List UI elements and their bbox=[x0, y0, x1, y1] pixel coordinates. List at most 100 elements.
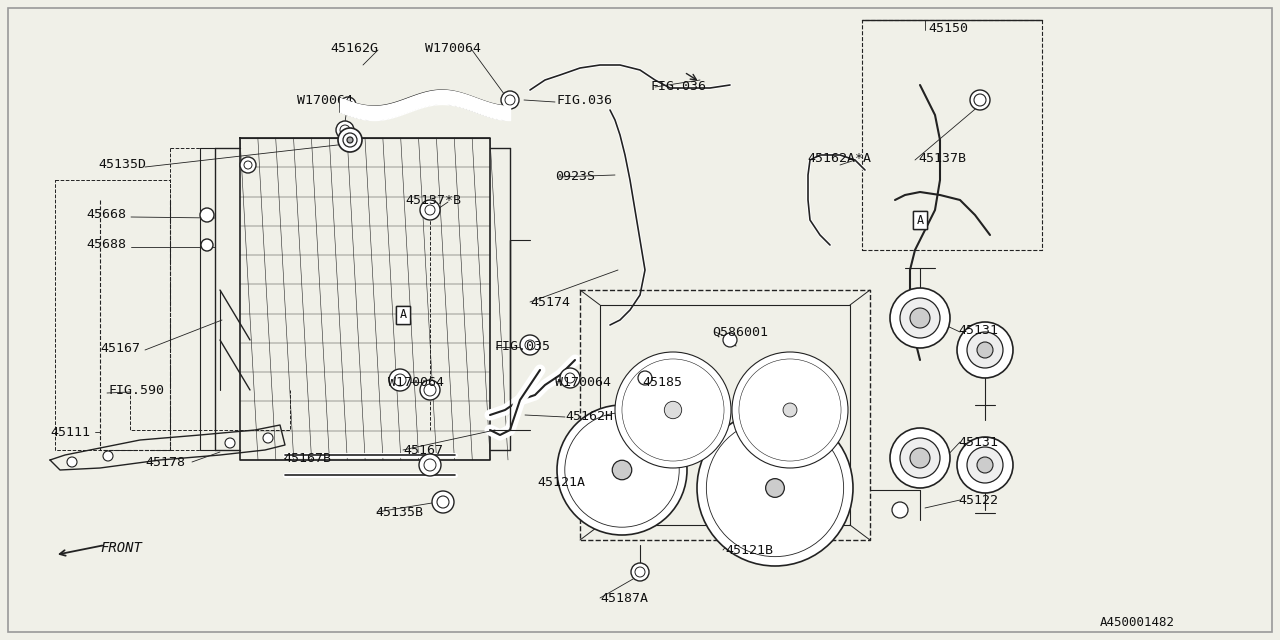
Circle shape bbox=[977, 342, 993, 358]
Text: 45668: 45668 bbox=[86, 209, 125, 221]
Circle shape bbox=[340, 97, 356, 113]
Text: 45135B: 45135B bbox=[375, 506, 422, 518]
Text: FIG.036: FIG.036 bbox=[556, 93, 612, 106]
Circle shape bbox=[225, 438, 236, 448]
Circle shape bbox=[262, 433, 273, 443]
Circle shape bbox=[664, 401, 682, 419]
Circle shape bbox=[622, 359, 724, 461]
Circle shape bbox=[338, 128, 362, 152]
Circle shape bbox=[561, 368, 580, 388]
Circle shape bbox=[957, 322, 1012, 378]
Text: A450001482: A450001482 bbox=[1100, 616, 1175, 628]
Text: 45111: 45111 bbox=[50, 426, 90, 438]
Circle shape bbox=[525, 340, 535, 350]
Text: W170064: W170064 bbox=[556, 376, 611, 388]
Circle shape bbox=[723, 333, 737, 347]
Circle shape bbox=[343, 133, 357, 147]
Text: A: A bbox=[399, 308, 407, 321]
Circle shape bbox=[637, 371, 652, 385]
Circle shape bbox=[394, 374, 406, 386]
Text: FIG.035: FIG.035 bbox=[495, 340, 550, 353]
Text: 45187A: 45187A bbox=[600, 591, 648, 605]
Circle shape bbox=[966, 447, 1004, 483]
Text: 45688: 45688 bbox=[86, 239, 125, 252]
Circle shape bbox=[420, 380, 440, 400]
Circle shape bbox=[910, 308, 931, 328]
Circle shape bbox=[890, 288, 950, 348]
Circle shape bbox=[635, 567, 645, 577]
Circle shape bbox=[966, 332, 1004, 368]
Circle shape bbox=[614, 352, 731, 468]
Circle shape bbox=[389, 369, 411, 391]
Text: 45185: 45185 bbox=[643, 376, 682, 388]
Circle shape bbox=[424, 459, 436, 471]
Circle shape bbox=[698, 410, 852, 566]
Bar bbox=[861, 20, 1042, 250]
Text: 45137B: 45137B bbox=[918, 152, 966, 164]
Text: 45162A*A: 45162A*A bbox=[806, 152, 870, 164]
Text: W170064: W170064 bbox=[297, 93, 353, 106]
Circle shape bbox=[347, 137, 353, 143]
Circle shape bbox=[200, 208, 214, 222]
Text: 0923S: 0923S bbox=[556, 170, 595, 184]
Circle shape bbox=[102, 451, 113, 461]
Text: 45167: 45167 bbox=[100, 342, 140, 355]
Text: Q586001: Q586001 bbox=[712, 326, 768, 339]
Text: W170064: W170064 bbox=[388, 376, 444, 388]
Text: 45178: 45178 bbox=[145, 456, 186, 468]
Text: FIG.590: FIG.590 bbox=[109, 383, 165, 397]
Circle shape bbox=[340, 125, 349, 135]
Text: 45121B: 45121B bbox=[724, 543, 773, 557]
Circle shape bbox=[335, 121, 355, 139]
Text: FRONT: FRONT bbox=[100, 541, 142, 555]
Text: 45131: 45131 bbox=[957, 435, 998, 449]
Text: 45167B: 45167B bbox=[283, 451, 332, 465]
Circle shape bbox=[890, 428, 950, 488]
Text: 45135D: 45135D bbox=[99, 159, 146, 172]
Circle shape bbox=[900, 298, 940, 338]
Circle shape bbox=[425, 205, 435, 215]
Circle shape bbox=[564, 413, 680, 527]
Text: A: A bbox=[916, 214, 924, 227]
Circle shape bbox=[892, 502, 908, 518]
Text: 45122: 45122 bbox=[957, 493, 998, 506]
Text: A: A bbox=[399, 308, 407, 321]
Circle shape bbox=[732, 352, 849, 468]
Circle shape bbox=[900, 438, 940, 478]
Circle shape bbox=[436, 496, 449, 508]
Circle shape bbox=[977, 457, 993, 473]
Circle shape bbox=[424, 384, 436, 396]
Text: 45162H: 45162H bbox=[564, 410, 613, 424]
Circle shape bbox=[564, 373, 575, 383]
Circle shape bbox=[344, 101, 352, 109]
Circle shape bbox=[520, 335, 540, 355]
Text: A: A bbox=[916, 214, 924, 227]
Circle shape bbox=[707, 419, 844, 557]
Circle shape bbox=[910, 448, 931, 468]
Circle shape bbox=[244, 161, 252, 169]
Circle shape bbox=[765, 479, 785, 497]
Text: 45167: 45167 bbox=[403, 444, 443, 456]
Circle shape bbox=[970, 90, 989, 110]
Circle shape bbox=[957, 437, 1012, 493]
Circle shape bbox=[506, 95, 515, 105]
Circle shape bbox=[241, 157, 256, 173]
Text: 45121A: 45121A bbox=[538, 476, 585, 488]
Circle shape bbox=[500, 91, 518, 109]
Circle shape bbox=[739, 359, 841, 461]
Text: 45137*B: 45137*B bbox=[404, 193, 461, 207]
Text: 45131: 45131 bbox=[957, 323, 998, 337]
Circle shape bbox=[631, 563, 649, 581]
Circle shape bbox=[419, 454, 442, 476]
Circle shape bbox=[420, 200, 440, 220]
Circle shape bbox=[612, 460, 632, 480]
Text: 45174: 45174 bbox=[530, 296, 570, 308]
Circle shape bbox=[974, 94, 986, 106]
Circle shape bbox=[783, 403, 797, 417]
Text: 45150: 45150 bbox=[928, 22, 968, 35]
Circle shape bbox=[67, 457, 77, 467]
Circle shape bbox=[201, 239, 212, 251]
Text: FIG.036: FIG.036 bbox=[650, 81, 707, 93]
Circle shape bbox=[557, 405, 687, 535]
Text: W170064: W170064 bbox=[425, 42, 481, 54]
